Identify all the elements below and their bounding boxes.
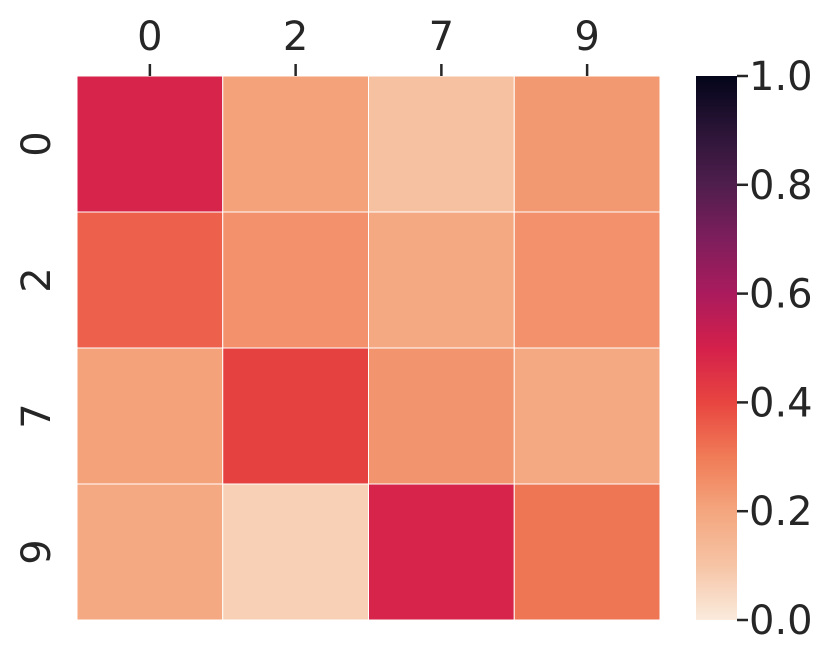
heatmap-cell [368, 483, 515, 621]
heatmap-cell [513, 483, 661, 621]
colorbar-tick-label: 0.2 [749, 489, 813, 535]
heatmap-cell [222, 75, 369, 213]
y-tick-label: 2 [14, 267, 60, 292]
heatmap-cell [368, 75, 515, 213]
colorbar-tick-label: 0.4 [749, 380, 813, 426]
y-tick-label: 9 [14, 539, 60, 564]
heatmap-cell [513, 75, 661, 213]
heatmap-cell [513, 347, 661, 485]
heatmap-cell [222, 347, 369, 485]
x-tick-label: 0 [137, 14, 162, 60]
heatmap-cell [76, 211, 224, 349]
heatmap-cell [76, 75, 224, 213]
y-axis: 0 2 7 9 [14, 131, 60, 564]
x-axis: 0 2 7 9 [137, 14, 600, 76]
heatmap-cells [76, 75, 661, 621]
heatmap-cell [368, 347, 515, 485]
heatmap-cell [76, 347, 224, 485]
y-tick-label: 0 [14, 131, 60, 156]
y-tick-label: 7 [14, 403, 60, 428]
heatmap-cell [513, 211, 661, 349]
x-tick-label: 2 [283, 14, 308, 60]
colorbar-tick-label: 0.0 [749, 598, 813, 644]
heatmap-cell [222, 483, 369, 621]
heatmap-cell [368, 211, 515, 349]
x-tick-label: 9 [574, 14, 599, 60]
colorbar: 0.0 0.2 0.4 0.6 0.8 1.0 [696, 54, 813, 644]
heatmap-cell [222, 211, 369, 349]
colorbar-tick-label: 0.6 [749, 272, 813, 318]
x-tick-label: 7 [429, 14, 454, 60]
colorbar-tick-label: 1.0 [749, 54, 813, 100]
heatmap-cell [76, 483, 224, 621]
colorbar-gradient [696, 76, 737, 620]
colorbar-tick-label: 0.8 [749, 163, 813, 209]
